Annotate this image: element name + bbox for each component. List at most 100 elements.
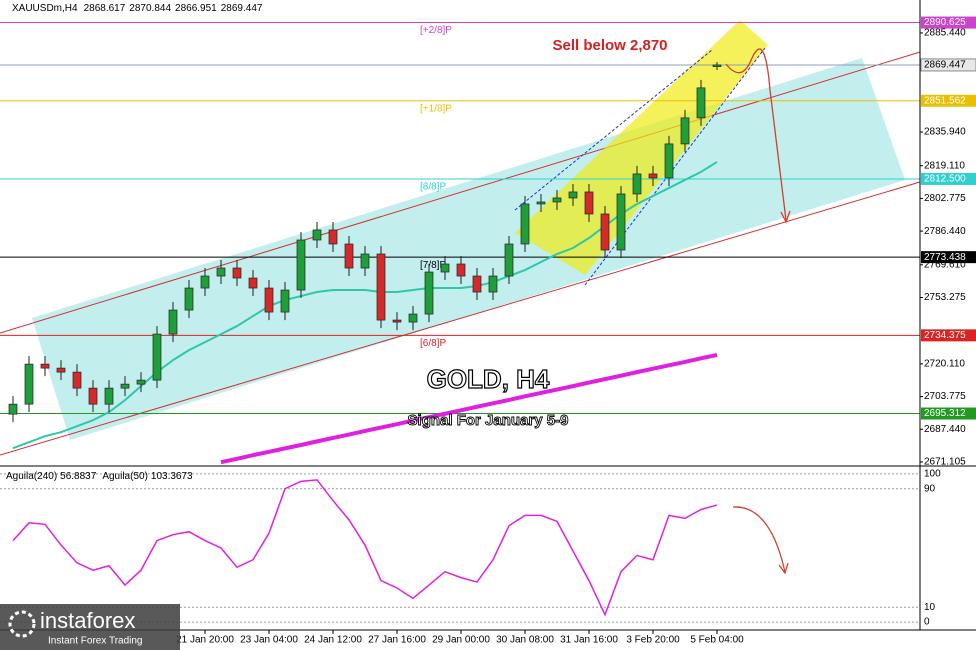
y-tick-label: 2769.610 <box>924 259 966 270</box>
y-tick-label: 2720.110 <box>924 359 965 370</box>
candle-body <box>312 229 322 241</box>
level-name: [+1/8]P <box>420 103 452 114</box>
y-tick-label: 2885.440 <box>924 28 966 39</box>
level-name: [8/8]P <box>420 182 446 193</box>
candle-body <box>488 275 498 293</box>
level-value: 2773.438 <box>924 252 966 263</box>
candle-body <box>360 253 370 269</box>
x-tick-label: 3 Feb 20:00 <box>626 635 680 646</box>
candle-body <box>344 243 354 269</box>
indicator-tick-label: 10 <box>924 602 936 613</box>
rising-wedge <box>515 20 768 275</box>
candle-body <box>408 313 418 323</box>
y-tick-label: 2802.775 <box>924 193 966 204</box>
last-close: 2869.447 <box>221 3 263 14</box>
channel-fill <box>32 58 905 440</box>
candle-body <box>120 383 130 389</box>
arrow-head <box>778 562 789 575</box>
candle-body <box>56 367 66 373</box>
level-value: 2890.625 <box>924 17 966 28</box>
price-value: 2869.447 <box>924 60 966 71</box>
candle-body <box>584 191 594 215</box>
indicator-tick-label: 100 <box>924 469 941 480</box>
candle-body <box>632 173 642 195</box>
level-box <box>921 94 976 107</box>
chart-title: GOLD, H4 <box>427 364 550 394</box>
candle-body <box>616 193 626 251</box>
moving-average <box>12 161 718 450</box>
candle-body <box>376 253 386 321</box>
level-name: [+2/8]P <box>420 25 452 36</box>
level-name: [6/8]P <box>420 338 446 349</box>
level-box <box>921 251 976 264</box>
x-tick-label: 27 Jan 16:00 <box>368 635 426 646</box>
arrow-head <box>780 210 791 224</box>
candle-body <box>568 191 578 199</box>
candle-body <box>664 143 674 179</box>
candle-body <box>184 287 194 311</box>
y-tick-label: 2786.440 <box>924 226 966 237</box>
level-box <box>921 329 976 342</box>
candle-body <box>8 403 18 415</box>
x-tick-label: 5 Feb 04:00 <box>690 635 744 646</box>
moving-average <box>220 352 718 465</box>
candle-body <box>72 371 82 389</box>
candle-body <box>136 379 146 385</box>
indicator-arrow <box>732 506 786 573</box>
candle-body <box>296 239 306 291</box>
candle-body <box>552 197 562 203</box>
candle-body <box>712 64 722 67</box>
level-box <box>921 407 976 420</box>
candle-body <box>696 87 706 119</box>
level-box <box>921 16 976 29</box>
y-tick-label: 2671.105 <box>924 457 966 468</box>
symbol: XAUUSDm,H4 <box>12 3 78 14</box>
logo-tagline: Instant Forex Trading <box>48 636 143 647</box>
price-box <box>920 58 976 72</box>
candle-body <box>168 309 178 335</box>
candle-body <box>472 275 482 293</box>
header: XAUUSDm,H4 2868.617 2870.844 2866.951 2869.4… <box>12 3 263 14</box>
x-tick-label: 30 Jan 08:00 <box>496 635 554 646</box>
logo-icon <box>8 610 36 638</box>
level-box <box>921 172 976 185</box>
candle-body <box>680 117 690 145</box>
indicator-tick-label: 0 <box>924 617 930 628</box>
candle-body <box>104 387 114 405</box>
x-tick-label: 23 Jan 04:00 <box>240 635 298 646</box>
candle-body <box>504 243 514 277</box>
drawings <box>0 20 921 456</box>
indicator-value: 103.3673 <box>151 471 193 482</box>
candle-body <box>648 173 658 179</box>
indicator-line <box>12 479 718 617</box>
candle-body <box>456 263 466 277</box>
y-tick-label: 2753.275 <box>924 292 966 303</box>
down-arrow <box>725 48 787 221</box>
candle-body <box>88 387 98 405</box>
indicator-value: 56.8837 <box>60 471 97 482</box>
channel-upper <box>0 51 921 334</box>
logo-box <box>0 604 180 650</box>
level-value: 2812.500 <box>924 174 966 185</box>
candle-body <box>248 277 258 289</box>
wedge-upper <box>514 49 713 211</box>
level-value: 2734.375 <box>924 330 966 341</box>
y-tick-label: 2835.940 <box>924 127 966 138</box>
candle-body <box>280 289 290 313</box>
candle-body <box>520 203 530 245</box>
last-low: 2866.951 <box>175 3 217 14</box>
indicator-tick-label: 90 <box>924 483 936 494</box>
candle-body <box>440 263 450 273</box>
x-tick-label: 24 Jan 12:00 <box>304 635 362 646</box>
candle-body <box>600 213 610 251</box>
x-tick-label: 29 Jan 00:00 <box>432 635 490 646</box>
indicator-name: Aguila(240) <box>6 471 57 482</box>
candle-body <box>536 201 546 205</box>
y-tick-label: 2819.110 <box>924 160 965 171</box>
last-open: 2868.617 <box>84 3 126 14</box>
candle-body <box>328 229 338 245</box>
candle-body <box>264 287 274 313</box>
